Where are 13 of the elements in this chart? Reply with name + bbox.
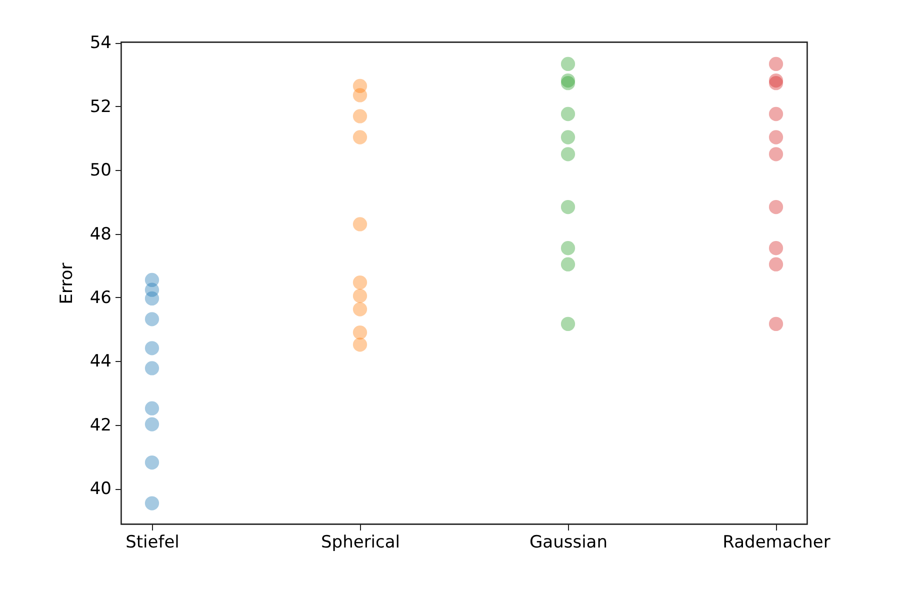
- y-tick-label: 46: [90, 288, 112, 308]
- y-tick-label: 48: [90, 224, 112, 244]
- y-tick-label: 42: [90, 415, 112, 436]
- y-tick-label: 44: [90, 352, 112, 372]
- y-axis-title: Error: [56, 262, 77, 304]
- y-tick-label: 54: [90, 33, 112, 54]
- x-tick-label: Spherical: [320, 532, 400, 552]
- x-tick-label: Stiefel: [126, 532, 180, 552]
- y-tick-label: 50: [90, 160, 112, 181]
- x-tick-label: Gaussian: [530, 532, 608, 552]
- y-tick-label: 40: [90, 479, 112, 500]
- y-tick-label: 52: [90, 96, 112, 117]
- x-tick-label: Rademacher: [722, 532, 830, 552]
